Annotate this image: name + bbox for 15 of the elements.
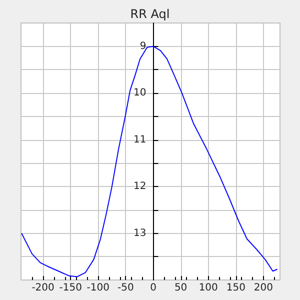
x-tick-label: -150: [59, 282, 82, 294]
x-tick-label: 50: [174, 282, 188, 294]
y-tick-label: 13: [134, 228, 146, 239]
chart-title: RR Aql: [130, 7, 170, 21]
y-tick-label: 12: [134, 181, 146, 192]
x-tick-label: 150: [226, 282, 246, 294]
x-tick-label: 0: [150, 282, 156, 294]
x-tick-label: -50: [118, 282, 134, 294]
y-tick-label: 11: [134, 134, 146, 146]
x-tick-label: 100: [198, 282, 218, 294]
x-tick-label: -200: [32, 282, 54, 294]
x-tick-label: 200: [254, 282, 274, 294]
y-tick-label: 9: [140, 40, 146, 52]
x-tick-label: -100: [86, 282, 110, 294]
y-tick-label: 10: [134, 88, 146, 99]
